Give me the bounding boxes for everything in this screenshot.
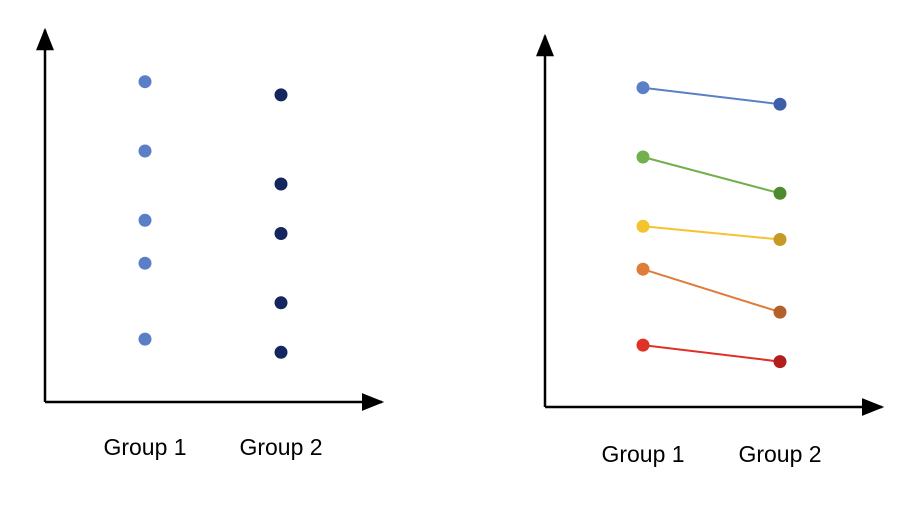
left-x-tick-label-group-1: Group 1 (103, 434, 186, 460)
right-series-line-3 (642, 225, 781, 241)
right-x-tick-label-group-2: Group 2 (738, 441, 821, 467)
right-point-1-group-1 (636, 81, 650, 95)
right-paired-line-plot: Group 1 Group 2 (536, 33, 885, 467)
right-series-line-4 (642, 268, 781, 314)
right-series-line-2 (642, 156, 781, 195)
left-point-2-2 (274, 177, 288, 191)
left-point-1-4 (138, 256, 152, 270)
left-x-tick-label-group-2: Group 2 (239, 434, 322, 460)
left-point-1-5 (138, 332, 152, 346)
right-point-4-group-2 (773, 305, 787, 319)
left-point-2-4 (274, 296, 288, 310)
left-point-1-3 (138, 213, 152, 227)
left-dot-plot: Group 1 Group 2 (36, 27, 385, 460)
left-point-2-1 (274, 88, 288, 102)
right-series-line-5 (642, 344, 781, 363)
right-point-3-group-2 (773, 233, 787, 246)
left-point-2-5 (274, 345, 288, 359)
right-point-2-group-1 (636, 150, 650, 164)
right-point-4-group-1 (636, 262, 650, 276)
right-series-line-1 (642, 86, 781, 106)
right-point-5-group-2 (773, 355, 787, 369)
right-point-5-group-1 (636, 338, 650, 352)
right-x-tick-label-group-1: Group 1 (601, 441, 684, 467)
right-point-1-group-2 (773, 97, 787, 111)
right-point-3-group-1 (636, 219, 650, 233)
left-point-1-2 (138, 144, 152, 158)
left-point-1-1 (138, 75, 152, 89)
left-point-2-3 (274, 227, 288, 240)
right-point-2-group-2 (773, 186, 787, 200)
